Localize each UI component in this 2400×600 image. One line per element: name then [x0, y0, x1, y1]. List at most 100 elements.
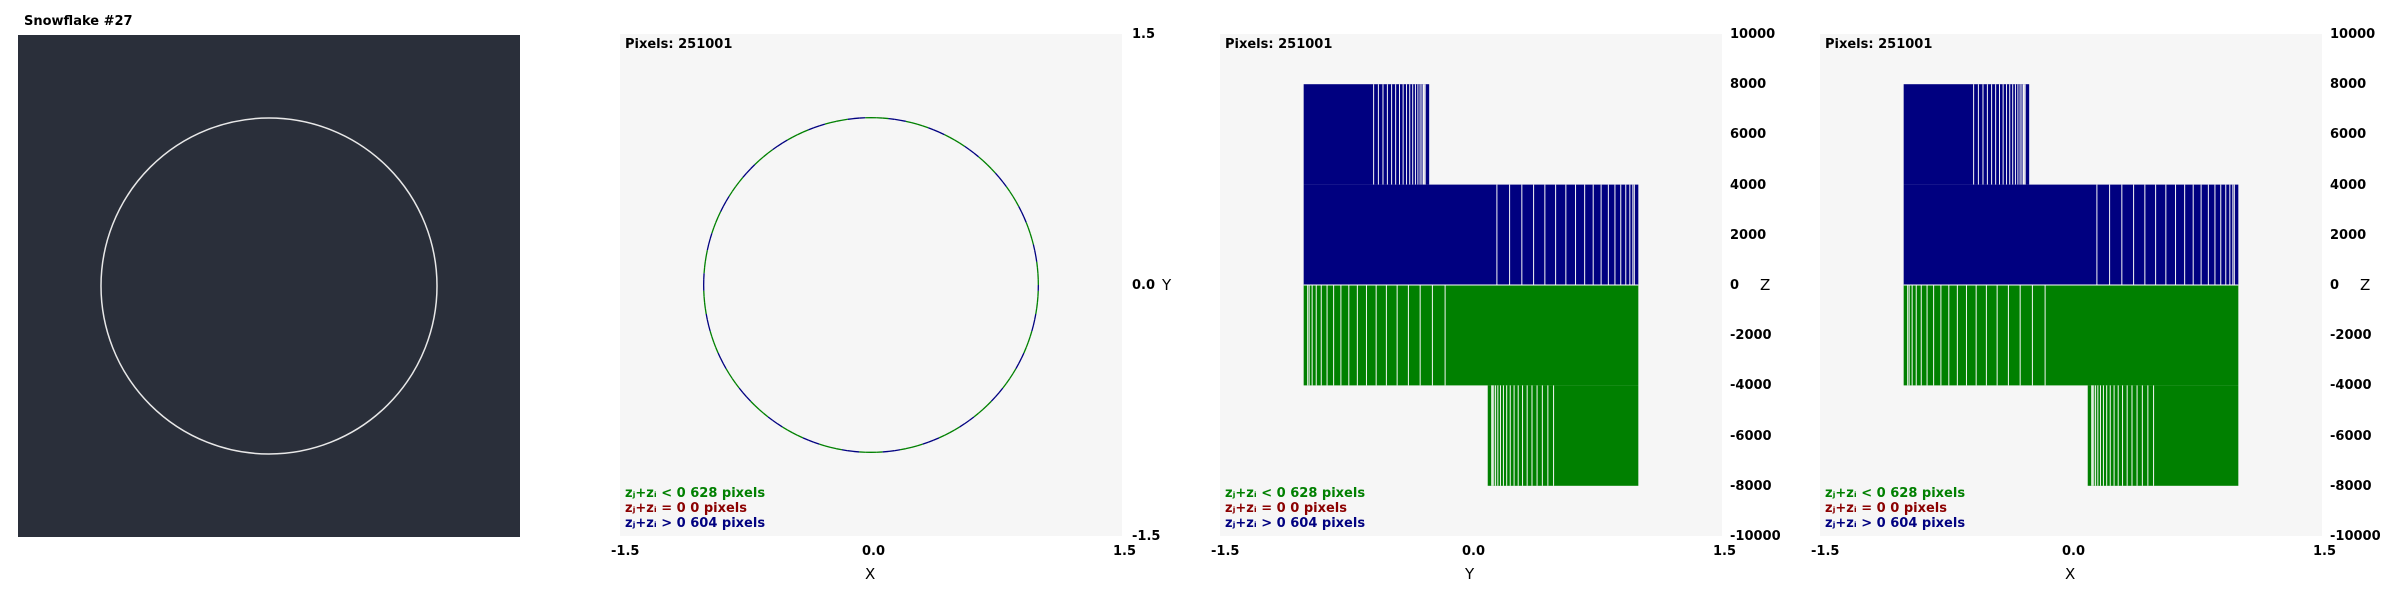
circle-segment	[954, 139, 961, 144]
circle-segment	[1020, 352, 1025, 359]
circle-segment	[964, 419, 970, 425]
circle-segment	[973, 152, 979, 158]
circle-segment	[922, 125, 929, 129]
circle-segment	[959, 142, 965, 147]
circle-segment	[787, 136, 793, 141]
circle-segment	[933, 129, 940, 133]
circle-segment	[703, 296, 706, 303]
ytick-bottom: -1.5	[1132, 529, 1161, 544]
circle-segment	[767, 149, 774, 154]
x-axis-label: X	[2065, 565, 2076, 583]
circle-segment	[1031, 325, 1034, 332]
circle-segment	[1032, 319, 1036, 326]
ytick-label: -2000	[2330, 328, 2372, 344]
circle-segment	[888, 117, 895, 120]
circle-segment	[1036, 296, 1039, 303]
circle-segment	[808, 127, 815, 131]
circle-segment	[725, 195, 730, 202]
block-pos	[1303, 84, 1430, 185]
circle-segment	[813, 441, 820, 445]
circle-segment	[725, 368, 730, 375]
ytick-label: 0	[1730, 278, 1740, 293]
circle-segment	[1012, 368, 1017, 375]
circle-segment	[938, 131, 945, 136]
circle-segment	[1009, 191, 1014, 197]
circle-segment	[836, 448, 843, 451]
circle-segment	[1034, 250, 1037, 257]
circle-segment	[703, 261, 706, 268]
ytick-label: -8000	[2330, 478, 2372, 494]
plot-xy-pixels-label: Pixels: 251001	[625, 37, 733, 52]
circle-segment	[1027, 336, 1031, 343]
plot-yz-svg	[1303, 84, 1639, 486]
xtick-mid: 0.0	[2062, 544, 2086, 559]
legend-neg: zⱼ+zᵢ < 0 628 pixels	[1225, 486, 1366, 501]
circle-segment	[968, 149, 975, 154]
view-circle-canvas	[100, 117, 438, 455]
xtick-left: -1.5	[1211, 544, 1240, 559]
circle-segment	[738, 177, 744, 183]
ytick-label: -6000	[1730, 428, 1772, 444]
ytick-label: 2000	[2330, 227, 2367, 243]
circle-segment	[998, 177, 1004, 183]
circle-segment	[1015, 201, 1020, 207]
circle-segment	[819, 443, 826, 447]
circle-segment	[986, 400, 992, 406]
circle-segment	[709, 233, 713, 240]
circle-segment	[841, 118, 848, 121]
circle-segment	[750, 400, 756, 406]
circle-segment	[1035, 255, 1038, 262]
ytick-label: 6000	[2330, 127, 2367, 143]
circle-segment	[1009, 373, 1014, 379]
circle-segment	[704, 308, 707, 315]
circle-segment	[927, 439, 934, 443]
plot-yz-pixels-label: Pixels: 251001	[1225, 37, 1333, 52]
circle-segment	[899, 448, 906, 451]
circle-segment	[772, 419, 778, 425]
ytick-label: -10000	[1730, 529, 1781, 544]
ytick-label: -8000	[1730, 478, 1772, 494]
xtick-mid: 0.0	[862, 544, 886, 559]
circle-segment	[717, 211, 722, 218]
circle-segment	[927, 127, 934, 131]
circle-segment	[722, 201, 727, 207]
circle-segment	[824, 445, 831, 448]
plot-xz-pixels-label: Pixels: 251001	[1825, 37, 1933, 52]
circle-segment	[708, 238, 711, 245]
ytick-label: 6000	[1730, 127, 1767, 143]
circle-segment	[1035, 308, 1038, 315]
circle-segment	[911, 445, 918, 448]
circle-segment	[1025, 222, 1029, 229]
circle-segment	[706, 319, 710, 326]
circle-segment	[882, 117, 889, 120]
circle-segment	[819, 123, 826, 127]
plot-yz: Pixels: 251001 zⱼ+zᵢ < 0 628 pixels zⱼ+z…	[1220, 34, 1722, 536]
ytick-label: -4000	[2330, 378, 2372, 394]
y-axis-label: Z	[2360, 276, 2371, 294]
circle-segment	[1015, 363, 1020, 369]
circle-segment	[944, 432, 950, 436]
circle-segment	[813, 125, 820, 129]
circle-segment	[717, 352, 722, 359]
render-view[interactable]	[18, 35, 520, 537]
legend-zero: zⱼ+zᵢ = 0 0 pixels	[1225, 501, 1347, 516]
legend-pos: zⱼ+zᵢ > 0 604 pixels	[625, 516, 766, 531]
block-pos	[1303, 184, 1639, 285]
x-axis-label: Y	[1465, 565, 1475, 583]
circle-segment	[830, 446, 837, 450]
window-title: Snowflake #27	[24, 14, 133, 29]
circle-segment	[1025, 341, 1029, 348]
xtick-right: 1.5	[1113, 544, 1137, 559]
circle-segment	[792, 134, 798, 138]
circle-segment	[922, 441, 929, 445]
circle-segment	[720, 206, 724, 212]
circle-segment	[847, 117, 854, 120]
block-neg	[2087, 385, 2239, 486]
circle-segment	[763, 152, 769, 158]
circle-segment	[978, 156, 984, 162]
circle-segment	[982, 160, 988, 166]
circle-segment	[1032, 244, 1036, 251]
circle-segment	[847, 450, 854, 453]
circle-segment	[1018, 358, 1022, 364]
circle-segment	[746, 396, 752, 402]
